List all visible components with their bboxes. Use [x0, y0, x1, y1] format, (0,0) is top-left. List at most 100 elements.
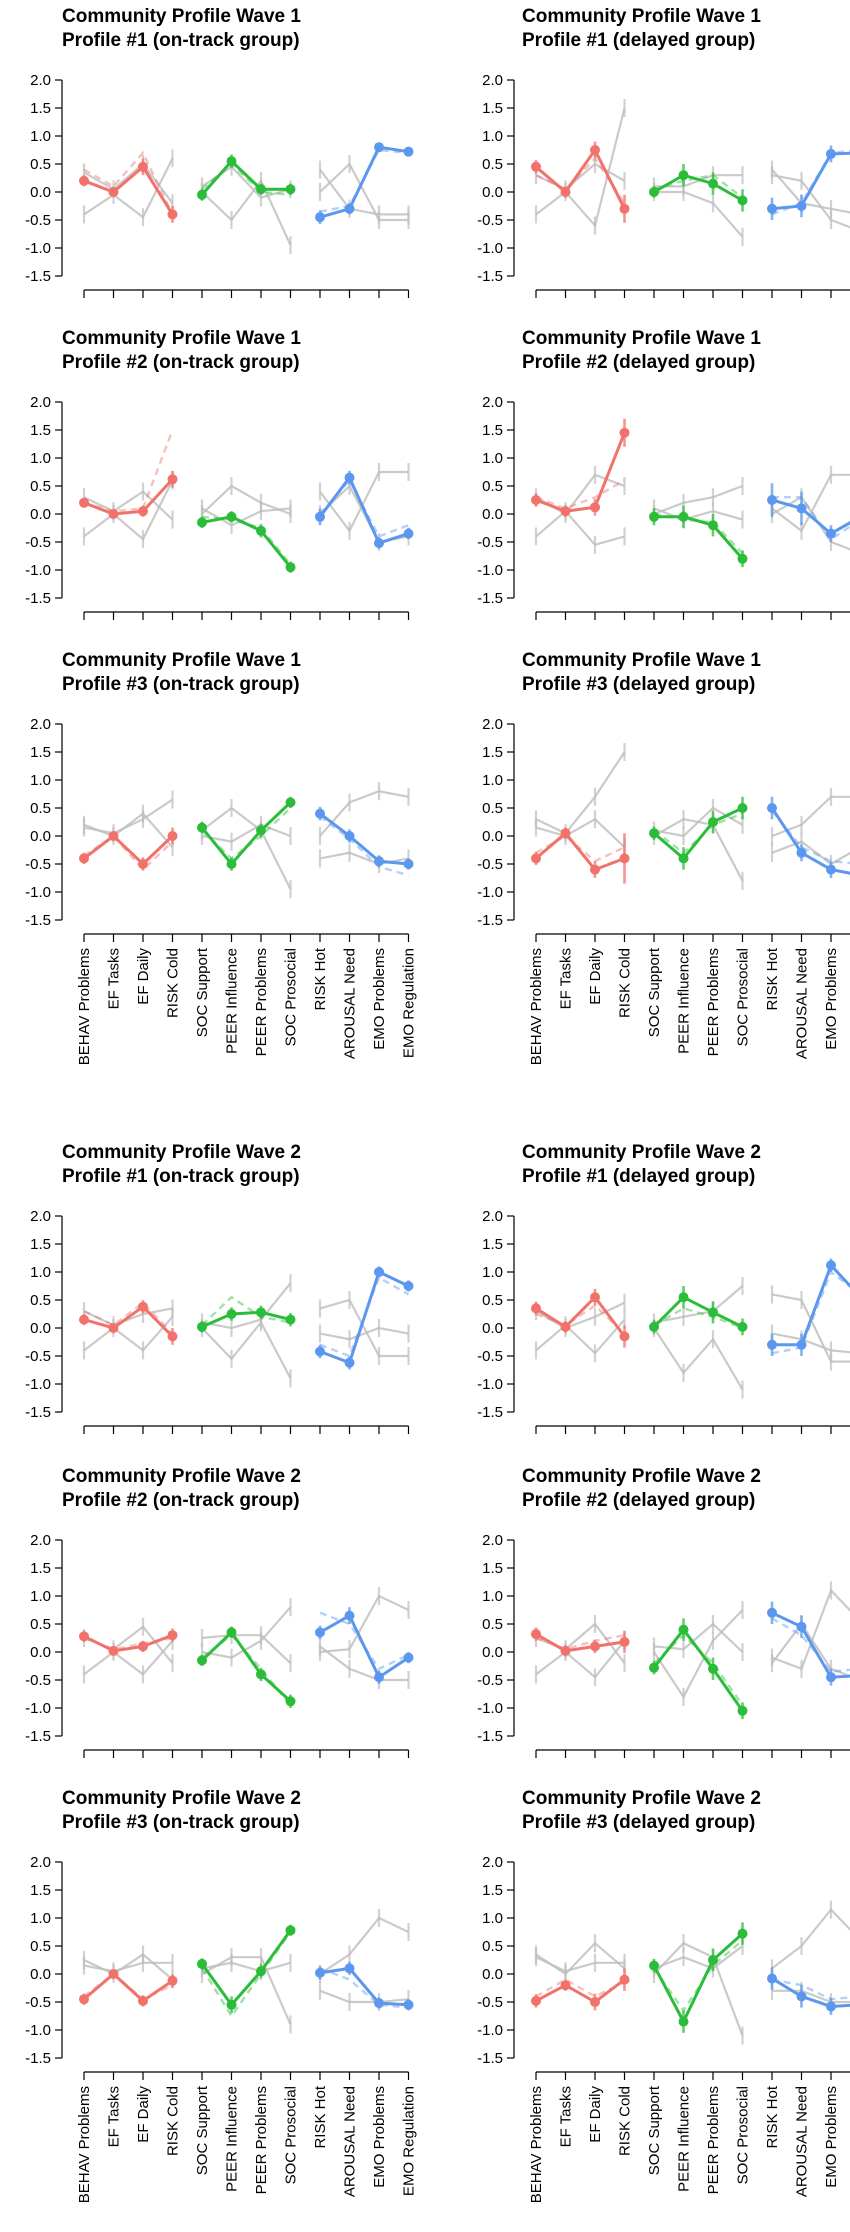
y-tick-label: 2.0	[482, 1208, 503, 1225]
series-point	[108, 187, 119, 197]
series-point	[344, 1963, 355, 1974]
series-point	[403, 1652, 414, 1663]
series-point	[767, 1607, 777, 1618]
series-point	[167, 1630, 178, 1641]
series-point	[403, 859, 414, 869]
y-tick-label: 1.5	[482, 100, 503, 117]
background-profile-line	[319, 168, 409, 216]
series-dashed-line	[771, 1978, 850, 2001]
y-tick-label: 2.0	[30, 716, 51, 733]
series-point	[403, 146, 414, 157]
background-profile-line	[83, 1307, 173, 1327]
x-tick-label: RISK Hot	[312, 947, 329, 1010]
y-tick-label: 1.5	[482, 422, 503, 439]
series-point	[678, 511, 689, 522]
y-tick-label: -0.5	[25, 212, 51, 229]
y-tick-label: 0.0	[30, 1320, 51, 1337]
background-profile-line	[653, 818, 744, 882]
y-tick-label: -0.5	[477, 1348, 503, 1365]
background-profile-line	[535, 751, 626, 835]
y-tick-label: -1.0	[25, 562, 51, 579]
series-point	[708, 520, 718, 531]
series-point	[826, 1672, 836, 1683]
x-tick-label: EMO Problems	[371, 2086, 388, 2188]
series-point	[374, 1267, 384, 1277]
x-tick-label: EF Daily	[587, 2086, 604, 2143]
x-tick-label: AROUSAL Need	[342, 2086, 359, 2197]
series-point	[531, 1303, 541, 1314]
background-profile-line	[201, 1606, 292, 1659]
series-point	[649, 187, 659, 197]
y-tick-label: 2.0	[30, 1854, 51, 1871]
series-point	[344, 1610, 355, 1621]
series-dashed-line	[200, 1931, 292, 2019]
series-point	[167, 831, 178, 841]
series-point	[826, 148, 836, 159]
y-tick-label: -1.5	[477, 1728, 503, 1745]
series-line	[771, 151, 850, 211]
background-profile-line	[319, 1916, 409, 1975]
y-tick-label: -1.0	[25, 884, 51, 901]
series-point	[737, 1321, 748, 1332]
y-tick-label: -0.5	[25, 534, 51, 551]
series-point	[796, 1621, 807, 1632]
series-point	[315, 511, 325, 522]
series-point	[767, 203, 777, 214]
y-tick-label: -0.5	[477, 1994, 503, 2011]
series-line	[201, 515, 292, 569]
series-line	[771, 1611, 850, 1679]
background-profile-line	[653, 1609, 744, 1699]
x-tick-label: EMO Regulation	[401, 948, 418, 1058]
series-point	[285, 1696, 296, 1707]
background-profile-line	[771, 495, 850, 551]
series-dashed-line	[83, 1301, 174, 1335]
panel-title-line2: Profile #1 (on-track group)	[62, 30, 300, 51]
series-point	[167, 209, 178, 220]
panel-title-line2: Profile #2 (delayed group)	[522, 352, 755, 373]
background-profile-line	[653, 1285, 744, 1324]
series-point	[256, 825, 266, 836]
y-tick-label: 2.0	[482, 72, 503, 89]
y-tick-label: 0.5	[482, 1292, 503, 1309]
series-point	[560, 828, 571, 839]
y-tick-label: -1.0	[477, 240, 503, 257]
series-dashed-line	[771, 810, 850, 865]
panel-title-line2: Profile #2 (delayed group)	[522, 1490, 755, 1511]
series-dashed-line	[319, 815, 409, 877]
background-profile-line	[319, 162, 409, 222]
series-point	[619, 853, 630, 864]
series-line	[83, 164, 174, 216]
background-profile-line	[83, 490, 174, 521]
x-tick-label: RISK Cold	[165, 948, 182, 1018]
series-point	[226, 1309, 237, 1319]
background-profile-line	[201, 1320, 292, 1379]
series-point	[560, 1645, 571, 1656]
background-profile-line	[535, 817, 626, 848]
series-point	[649, 1960, 659, 1971]
series-dashed-line	[83, 150, 174, 215]
panel-w1-p1-on-track: Community Profile Wave 1 Profile #1 (on-t…	[25, 6, 414, 298]
background-profile-line	[535, 1301, 625, 1330]
x-tick-label: EF Daily	[587, 948, 604, 1005]
x-tick-label: EF Tasks	[106, 2086, 123, 2147]
background-profile-line	[83, 157, 174, 219]
series-point	[285, 1925, 296, 1936]
x-tick-label: RISK Hot	[312, 2085, 329, 2148]
background-profile-line	[771, 1588, 850, 1671]
y-tick-label: -0.5	[477, 534, 503, 551]
x-tick-label: BEHAV Problems	[528, 2086, 545, 2203]
series-line	[200, 1929, 292, 2008]
y-tick-label: -1.0	[25, 240, 51, 257]
series-point	[737, 1705, 748, 1716]
x-tick-label: SOC Support	[194, 947, 211, 1037]
series-line	[319, 812, 409, 866]
y-tick-label: -0.5	[477, 1672, 503, 1689]
series-point	[226, 1999, 237, 2010]
x-tick-label: PEER Influence	[676, 948, 693, 1054]
y-tick-label: 2.0	[482, 716, 503, 733]
series-point	[108, 509, 119, 519]
panel-w2-p1-delayed: Community Profile Wave 2 Profile #1 (dela…	[477, 1142, 850, 1434]
series-point	[167, 1331, 178, 1342]
series-line	[535, 1294, 626, 1338]
series-point	[79, 853, 89, 864]
